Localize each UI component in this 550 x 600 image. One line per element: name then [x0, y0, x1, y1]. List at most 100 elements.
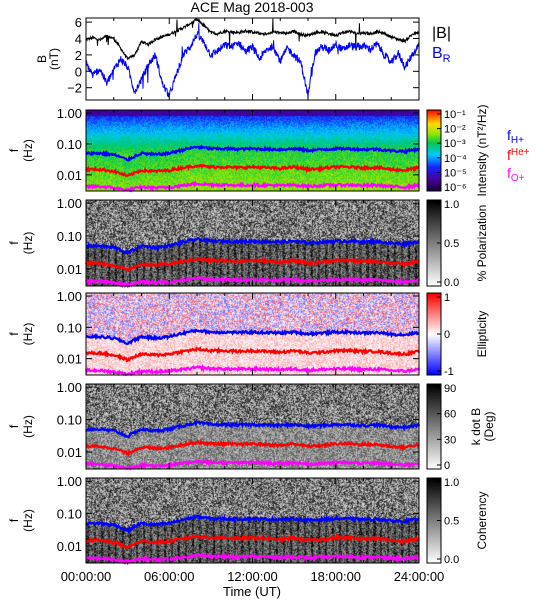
colorbar-step	[427, 426, 441, 429]
y-tick-label: 1.00	[57, 196, 82, 211]
colorbar-step	[427, 158, 441, 161]
colorbar-step	[427, 558, 441, 561]
colorbar-step	[427, 230, 441, 233]
colorbar-step	[427, 350, 441, 353]
colorbar-step	[427, 361, 441, 364]
y-tick-label: 0.10	[57, 507, 82, 522]
colorbar-step	[427, 324, 441, 327]
fo-line	[84, 364, 420, 377]
y-tick-label: 0.01	[57, 352, 82, 367]
colorbar-step	[427, 362, 441, 365]
colorbar-step	[427, 420, 441, 423]
colorbar-step	[427, 112, 441, 115]
colorbar-tick-label: 10⁻⁵	[444, 167, 467, 179]
panel-spectrogram-3: 0.01 0.10 1.00 f (Hz) 1 0 -1 Ellipticity	[7, 289, 489, 378]
colorbar-step	[427, 384, 441, 386]
legend-fh-sub: H+	[511, 135, 524, 146]
colorbar-step	[427, 173, 441, 176]
colorbar-step	[427, 464, 441, 467]
colorbar-step	[427, 119, 441, 122]
colorbar-tick-label: 10⁻³	[444, 138, 466, 150]
panel-spectrogram-1: 0.010.101.00f (Hz)10⁻¹10⁻²10⁻³10⁻⁴10⁻⁵10⁻…	[7, 104, 489, 196]
colorbar-step	[427, 227, 441, 230]
colorbar-step	[427, 258, 441, 261]
colorbar-label: k dot B	[469, 408, 483, 445]
colorbar-step	[427, 369, 441, 372]
colorbar-step	[427, 466, 441, 469]
colorbar-step	[427, 358, 441, 361]
colorbar-step	[427, 510, 441, 513]
colorbar-step	[427, 436, 441, 439]
colorbar-step	[427, 301, 441, 304]
colorbar-step	[427, 526, 441, 529]
colorbar-step	[427, 174, 441, 177]
colorbar-step	[427, 212, 441, 215]
y-tick-label: 0.01	[57, 262, 82, 277]
colorbar-step	[427, 134, 441, 137]
fh-line	[85, 513, 420, 535]
colorbar-label: Intensity (nT²/Hz)	[475, 104, 489, 196]
fhe-line	[84, 256, 420, 273]
colorbar-tick-label: 10⁻²	[444, 124, 466, 136]
colorbar-step	[427, 128, 441, 131]
panel-b-field: −2 024 6 B(nT)	[35, 15, 420, 101]
colorbar-frame	[426, 109, 442, 192]
colorbar-step	[427, 493, 441, 496]
colorbar-step	[427, 184, 441, 187]
colorbar-step	[427, 221, 441, 224]
colorbar-tick-label: 0.0	[444, 277, 459, 289]
colorbar-tick-label: 90	[444, 383, 456, 395]
colorbar-step	[427, 447, 441, 450]
colorbar-step	[427, 111, 441, 114]
panel-frame	[85, 17, 420, 101]
colorbar-step	[427, 318, 441, 321]
colorbar-step	[427, 328, 441, 331]
y-tick-label: 6	[75, 15, 82, 30]
colorbar-step	[427, 553, 441, 555]
figure-title: ACE Mag 2018-003	[191, 0, 314, 15]
colorbar-step	[427, 507, 441, 510]
colorbar-step	[427, 485, 441, 487]
gyro-legend: fH+ fHe+ fO+	[507, 127, 530, 184]
spectrogram-image	[86, 478, 419, 563]
y-tick-label: 1.00	[57, 106, 82, 121]
x-tick-label: 24:00:00	[394, 569, 445, 584]
colorbar-step	[427, 147, 441, 150]
colorbar-step	[427, 234, 441, 237]
colorbar-step	[427, 437, 441, 440]
colorbar-step	[427, 435, 441, 437]
colorbar-step	[427, 248, 441, 251]
colorbar-step	[427, 224, 441, 227]
colorbar-step	[427, 151, 441, 154]
colorbar-step	[427, 524, 441, 527]
colorbar-unit: (Deg)	[482, 411, 496, 441]
colorbar-step	[427, 544, 441, 547]
colorbar-step	[427, 138, 441, 141]
colorbar-step	[427, 359, 441, 362]
colorbar-step	[427, 395, 441, 398]
colorbar-step	[427, 554, 441, 557]
colorbar-step	[427, 323, 441, 325]
colorbar-step	[427, 123, 441, 126]
colorbar-tick-label: 0.0	[444, 554, 459, 566]
colorbar-step	[427, 270, 441, 273]
colorbar-step	[427, 283, 441, 286]
y-axis-unit: (Hz)	[21, 139, 35, 162]
colorbar: 90 60 30 0 k dot B (Deg)	[426, 383, 496, 472]
colorbar-step	[427, 432, 441, 435]
colorbar-step	[427, 512, 441, 514]
colorbar-step	[427, 402, 441, 405]
legend-fhe-main: f	[507, 147, 511, 163]
y-axis-label: f	[7, 332, 21, 336]
colorbar-step	[427, 503, 441, 506]
colorbar-step	[427, 393, 441, 396]
colorbar-step	[427, 460, 441, 463]
colorbar-step	[427, 232, 441, 235]
colorbar-step	[427, 302, 441, 305]
colorbar-step	[427, 483, 441, 486]
colorbar-step	[427, 153, 441, 156]
colorbar-step	[427, 543, 441, 546]
fhe-line	[85, 533, 420, 550]
colorbar-step	[427, 312, 441, 314]
colorbar-step	[427, 349, 441, 351]
